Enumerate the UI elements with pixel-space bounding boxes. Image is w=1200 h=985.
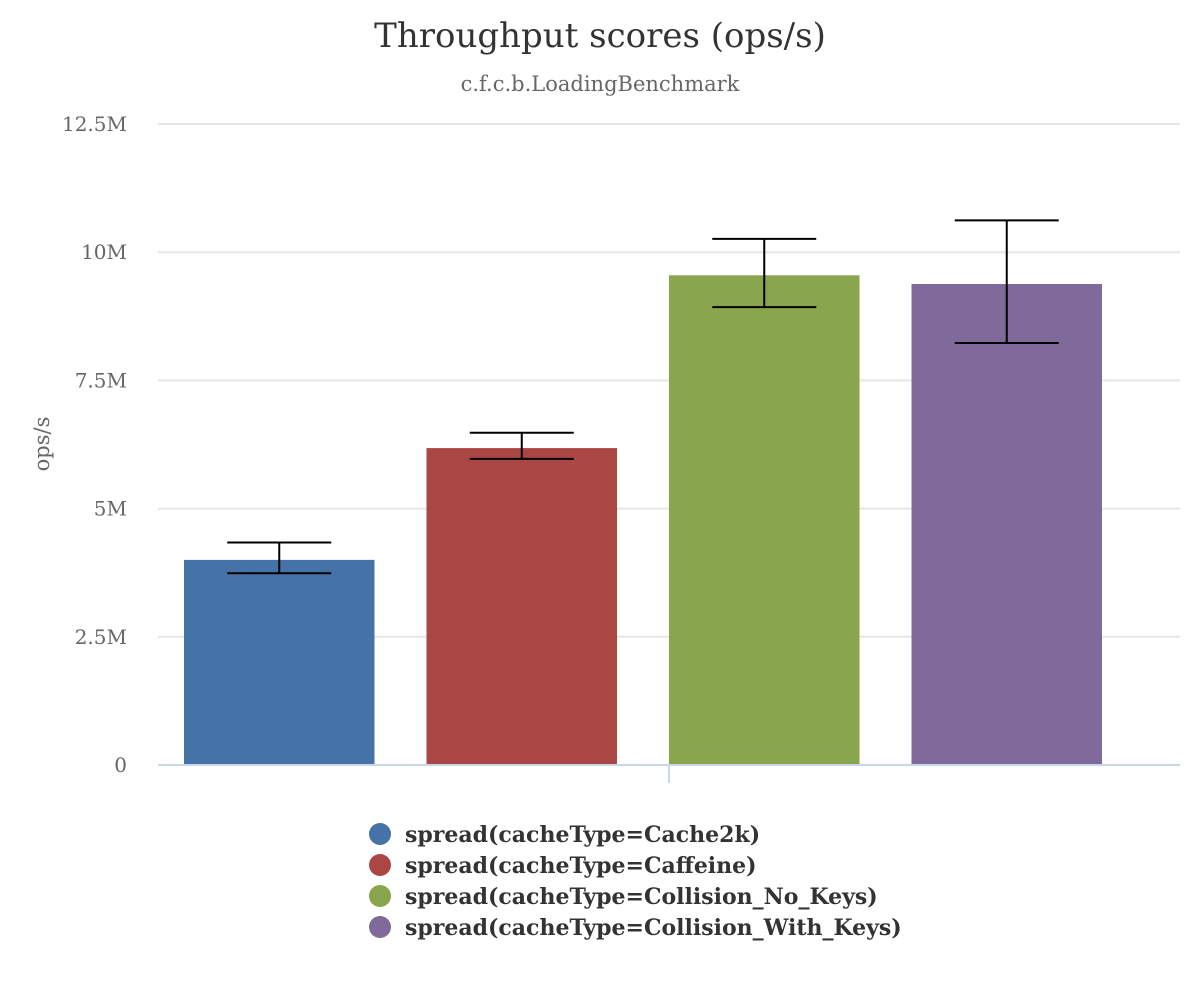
- chart-title: Throughput scores (ops/s): [374, 16, 826, 56]
- chart-subtitle: c.f.c.b.LoadingBenchmark: [461, 72, 740, 96]
- legend-label: spread(cacheType=Cache2k): [405, 822, 760, 848]
- legend-label: spread(cacheType=Collision_No_Keys): [405, 884, 878, 910]
- legend: spread(cacheType=Cache2k) spread(cacheTyp…: [369, 822, 902, 941]
- y-axis-label: ops/s: [30, 417, 54, 472]
- y-tick-label: 7.5M: [75, 368, 127, 392]
- legend-marker: [369, 823, 391, 845]
- y-tick-label: 2.5M: [75, 625, 127, 649]
- legend-marker: [369, 916, 391, 938]
- legend-marker: [369, 885, 391, 907]
- legend-label: spread(cacheType=Collision_With_Keys): [405, 915, 902, 941]
- error-bars: [227, 219, 1059, 575]
- legend-marker: [369, 854, 391, 876]
- y-axis-ticks: 0 2.5M 5M 7.5M 10M 12.5M: [62, 112, 127, 777]
- bar: [426, 448, 617, 765]
- bar: [911, 283, 1102, 765]
- y-tick-label: 0: [114, 753, 127, 777]
- legend-label: spread(cacheType=Caffeine): [405, 853, 757, 879]
- bar: [184, 559, 375, 765]
- y-tick-label: 10M: [81, 240, 127, 264]
- bars: [184, 275, 1102, 765]
- bar: [669, 275, 860, 765]
- y-tick-label: 5M: [94, 497, 127, 521]
- y-tick-label: 12.5M: [62, 112, 127, 136]
- x-axis: [158, 764, 1180, 783]
